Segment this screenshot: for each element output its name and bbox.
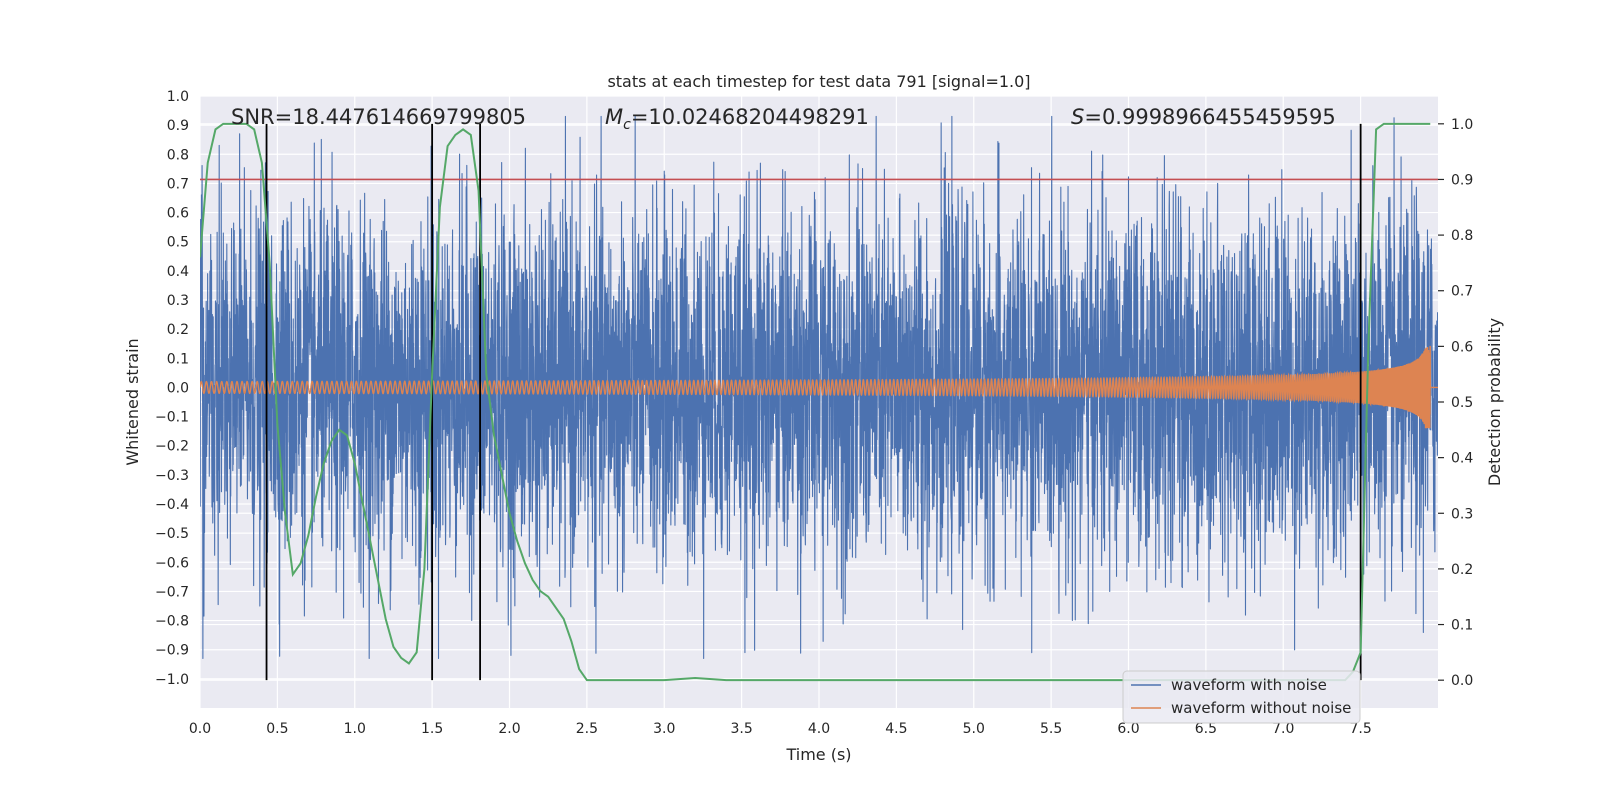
y2-tick-label: 0.9 [1451, 172, 1473, 188]
y2-tick-label: 0.7 [1451, 284, 1473, 300]
clean-waveform-line [200, 345, 1438, 429]
y-tick-label: −0.5 [155, 526, 189, 542]
y-tick-label: −0.4 [155, 497, 189, 513]
y2-axis-label: Detection probability [1485, 318, 1504, 486]
legend-label-clean: waveform without noise [1171, 699, 1351, 717]
y-tick-label: −0.1 [155, 410, 189, 426]
noise-waveform-line [200, 115, 1438, 660]
y2-tick-label: 0.2 [1451, 562, 1473, 578]
legend-label-noise: waveform with noise [1171, 676, 1327, 694]
chart-title: stats at each timestep for test data 791… [607, 72, 1030, 91]
x-tick-label: 7.0 [1272, 721, 1294, 737]
y2-tick-label: 0.4 [1451, 451, 1473, 467]
y-tick-label: −0.8 [155, 614, 189, 630]
y2-tick-label: 0.1 [1451, 618, 1473, 634]
x-tick-label: 6.0 [1117, 721, 1139, 737]
y-tick-label: −1.0 [155, 672, 189, 688]
x-tick-labels: 0.0 0.5 1.0 1.5 2.0 2.5 3.0 3.5 4.0 4.5 5.0 5.5 6.0 6… [189, 721, 1372, 737]
x-tick-label: 7.5 [1349, 721, 1371, 737]
snr-annotation: SNR=18.447614669799805 [231, 105, 526, 129]
y-tick-label: 0.1 [167, 351, 189, 367]
y2-tick-label: 0.6 [1451, 339, 1473, 355]
s-annotation: S=0.9998966455459595 [1071, 105, 1336, 129]
y-tick-labels: 1.0 0.9 0.8 0.7 0.6 0.5 0.4 0.3 0.2 0.1 0.0 −0.1 −0.… [155, 89, 189, 688]
legend-box [1122, 670, 1361, 724]
y-tick-label: −0.2 [155, 439, 189, 455]
y-tick-label: −0.9 [155, 643, 189, 659]
y2-tick-labels: 1.0 0.9 0.8 0.7 0.6 0.5 0.4 0.3 0.2 0.1 0.0 [1438, 117, 1473, 689]
y-tick-label: 0.0 [167, 380, 189, 396]
x-tick-label: 3.5 [730, 721, 752, 737]
s-symbol: S [1071, 105, 1084, 129]
y2-tick-label: 0.5 [1451, 395, 1473, 411]
x-tick-label: 5.5 [1040, 721, 1062, 737]
x-tick-label: 2.0 [498, 721, 520, 737]
mc-annotation: Mc=10.02468204498291 [605, 105, 869, 133]
mc-subscript: c [623, 117, 631, 133]
s-value: =0.9998966455459595 [1084, 105, 1335, 129]
series-waveform-without-noise [200, 345, 1438, 429]
y2-tick-label: 0.8 [1451, 228, 1473, 244]
y-tick-label: 0.8 [167, 147, 189, 163]
y-tick-label: 0.4 [167, 264, 189, 280]
y-tick-label: 0.9 [167, 118, 189, 134]
x-tick-label: 5.0 [963, 721, 985, 737]
y-axis-label: Whitened strain [123, 338, 142, 465]
y-tick-label: −0.3 [155, 468, 189, 484]
legend: waveform with noise waveform without noi… [1122, 670, 1361, 724]
y-tick-label: 0.5 [167, 235, 189, 251]
x-axis-label: Time (s) [785, 745, 851, 764]
mc-symbol: M [605, 105, 623, 129]
y2-tick-label: 1.0 [1451, 117, 1473, 133]
x-tick-label: 6.5 [1195, 721, 1217, 737]
x-tick-label: 1.0 [344, 721, 366, 737]
x-tick-label: 4.0 [808, 721, 830, 737]
x-tick-label: 2.5 [576, 721, 598, 737]
y-tick-label: 0.3 [167, 293, 189, 309]
y-tick-label: 0.6 [167, 206, 189, 222]
y2-tick-label: 0.0 [1451, 673, 1473, 689]
y-tick-label: 0.7 [167, 176, 189, 192]
y-tick-label: −0.6 [155, 555, 189, 571]
y-tick-label: 0.2 [167, 322, 189, 338]
mc-value: =10.02468204498291 [631, 105, 869, 129]
x-tick-label: 0.5 [266, 721, 288, 737]
y2-tick-label: 0.3 [1451, 506, 1473, 522]
x-tick-label: 3.0 [653, 721, 675, 737]
x-tick-label: 0.0 [189, 721, 211, 737]
y-tick-label: −0.7 [155, 584, 189, 600]
x-tick-label: 1.5 [421, 721, 443, 737]
y-tick-label: 1.0 [167, 89, 189, 105]
series-waveform-with-noise [200, 115, 1438, 660]
x-tick-label: 4.5 [885, 721, 907, 737]
